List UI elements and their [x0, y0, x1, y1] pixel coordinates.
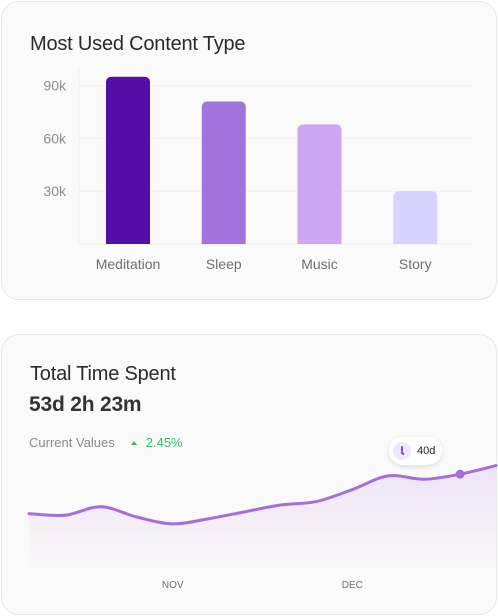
- x-tick-label: NOV: [162, 580, 184, 591]
- y-tick-label: 30k: [43, 183, 67, 199]
- x-tick-label: Sleep: [206, 256, 242, 272]
- y-tick-label: 90k: [43, 78, 67, 94]
- change-percent: 2.45%: [145, 435, 183, 450]
- card-title: Total Time Spent: [30, 363, 176, 385]
- bar-story[interactable]: [393, 191, 438, 244]
- x-tick-label: Music: [301, 256, 338, 272]
- time-spent-card: Total Time Spent 53d 2h 23m Current Valu…: [1, 334, 498, 615]
- area-chart: NOV DEC: [27, 464, 498, 591]
- x-tick-label: Meditation: [96, 256, 161, 272]
- bar-meditation[interactable]: [106, 76, 150, 244]
- trend-up-icon: [130, 440, 137, 445]
- bar-sleep[interactable]: [201, 101, 246, 244]
- chart-tooltip: 40d: [389, 437, 442, 465]
- series-line: [27, 464, 498, 526]
- bar-chart: 30k 60k 90k Meditation Sleep Music Story: [43, 68, 472, 272]
- tooltip-value: 40d: [417, 445, 436, 457]
- x-tick-label: DEC: [342, 580, 363, 591]
- current-values-label: Current Values: [29, 435, 115, 450]
- y-tick-label: 60k: [43, 130, 67, 146]
- x-tick-label: Story: [399, 256, 432, 272]
- area-fill: [29, 465, 496, 575]
- bar-music[interactable]: [297, 124, 342, 244]
- total-time-value: 53d 2h 23m: [29, 393, 142, 416]
- highlight-point[interactable]: [455, 469, 465, 479]
- card-title: Most Used Content Type: [30, 33, 246, 55]
- content-type-card: Most Used Content Type 30k 60k 90k Meditati…: [1, 1, 497, 300]
- clock-icon: [393, 442, 411, 460]
- current-values-row: Current Values 2.45%: [29, 435, 183, 450]
